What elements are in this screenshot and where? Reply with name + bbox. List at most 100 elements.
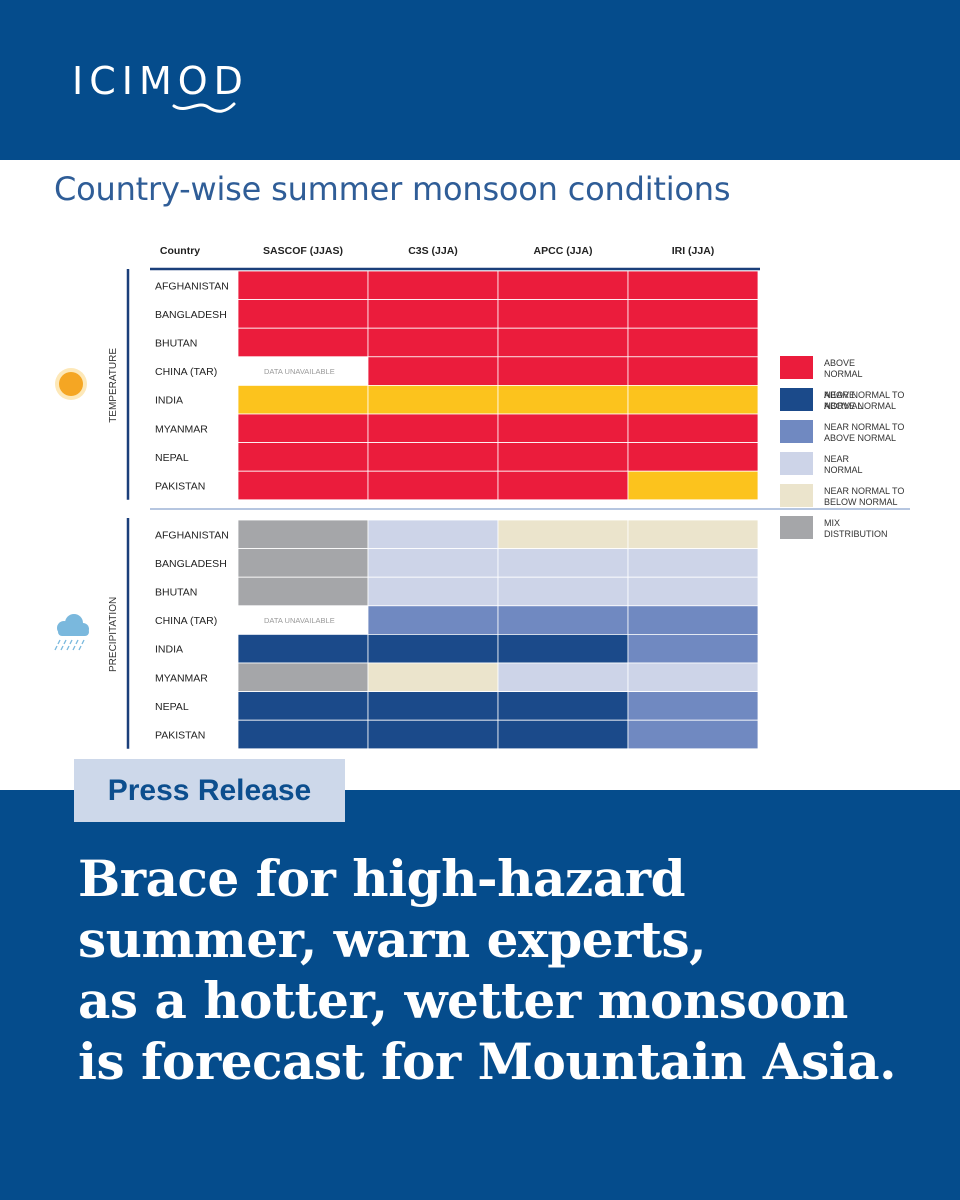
icimod-logo: ICIMOD xyxy=(72,56,249,116)
data-cell xyxy=(237,270,369,301)
data-cell xyxy=(627,691,759,721)
legend-swatch xyxy=(780,356,813,379)
data-cell xyxy=(497,662,629,693)
legend-label: ABOVE xyxy=(824,358,855,368)
data-cell xyxy=(367,576,499,607)
data-cell xyxy=(367,719,499,750)
data-cell xyxy=(497,691,629,721)
data-cell xyxy=(497,384,629,415)
legend-swatch xyxy=(780,516,813,539)
data-cell xyxy=(237,719,369,750)
rain-cloud-icon xyxy=(54,614,89,651)
data-cell xyxy=(627,270,759,301)
country-label: BANGLADESH xyxy=(155,558,227,570)
country-label: PAKISTAN xyxy=(155,481,205,493)
data-cell xyxy=(237,662,369,693)
cloud-base xyxy=(58,628,89,636)
data-cell xyxy=(367,605,499,635)
country-label: NEPAL xyxy=(155,452,189,464)
rain-drop xyxy=(75,639,79,645)
data-cell xyxy=(367,662,499,693)
country-label: BHUTAN xyxy=(155,338,197,350)
data-cell xyxy=(367,442,499,472)
rain-drop xyxy=(78,645,82,651)
data-cell xyxy=(627,576,759,607)
bottom-band xyxy=(0,790,960,1200)
monsoon-chart: Country SASCOF (JJAS) C3S (JJA) APCC (JJA) I… xyxy=(54,245,910,750)
section-label: TEMPERATURE xyxy=(108,348,119,423)
sun-disc xyxy=(59,372,83,396)
data-cell xyxy=(237,299,369,329)
data-cell xyxy=(237,384,369,415)
logo-wave-icon xyxy=(172,102,236,113)
data-cell xyxy=(367,413,499,444)
data-cell xyxy=(367,327,499,358)
data-cell xyxy=(367,299,499,329)
legend-label: NEAR NORMAL TO xyxy=(824,390,904,400)
column-header: C3S (JJA) xyxy=(408,245,458,257)
country-label: CHINA (TAR) xyxy=(155,366,217,378)
rain-drop xyxy=(69,639,73,645)
data-cell xyxy=(497,605,629,635)
data-cell xyxy=(237,576,369,607)
data-cell xyxy=(497,270,629,301)
data-cell xyxy=(497,634,629,664)
legend-label: ABOVE NORMAL xyxy=(824,401,896,411)
sun-icon xyxy=(55,368,87,400)
country-label: INDIA xyxy=(155,395,183,407)
headline-line: summer, warn experts, xyxy=(78,910,707,969)
chart-title: Country-wise summer monsoon conditions xyxy=(54,170,731,208)
data-cell xyxy=(237,519,369,550)
country-label: BANGLADESH xyxy=(155,309,227,321)
data-cell xyxy=(237,691,369,721)
data-cell xyxy=(497,519,629,550)
data-cell xyxy=(237,634,369,664)
unavailable-label: DATA UNAVAILABLE xyxy=(264,616,335,625)
country-label: PAKISTAN xyxy=(155,730,205,742)
headline: Brace for high-hazard summer, warn exper… xyxy=(78,848,918,1092)
column-header: SASCOF (JJAS) xyxy=(263,245,343,257)
rain-drop xyxy=(57,639,61,645)
data-cell xyxy=(367,470,499,501)
legend-label: NORMAL xyxy=(824,369,863,379)
data-cell xyxy=(497,548,629,578)
data-cell xyxy=(497,413,629,444)
country-label: BHUTAN xyxy=(155,587,197,599)
legend-label: NEAR NORMAL TO xyxy=(824,486,904,496)
legend-label: BELOW NORMAL xyxy=(824,497,898,507)
legend-swatch xyxy=(780,420,813,443)
data-cell xyxy=(627,299,759,329)
data-cell xyxy=(497,719,629,750)
legend-swatch xyxy=(780,388,813,411)
rain-drop xyxy=(72,645,76,651)
data-cell xyxy=(627,442,759,472)
country-label: INDIA xyxy=(155,644,183,656)
country-label: AFGHANISTAN xyxy=(155,529,229,541)
header-band xyxy=(0,0,960,160)
data-cell xyxy=(367,270,499,301)
data-cell xyxy=(237,442,369,472)
data-cell xyxy=(627,384,759,415)
rain-drop xyxy=(54,645,58,651)
column-header: IRI (JJA) xyxy=(672,245,715,257)
data-cell xyxy=(627,548,759,578)
country-label: AFGHANISTAN xyxy=(155,280,229,292)
headline-line: as a hotter, wetter monsoon xyxy=(78,971,848,1030)
data-cell xyxy=(497,576,629,607)
data-cell xyxy=(367,548,499,578)
press-release-tag: Press Release xyxy=(74,759,345,822)
data-cell xyxy=(627,356,759,386)
headline-line: is forecast for Mountain Asia. xyxy=(78,1032,897,1091)
country-label: NEPAL xyxy=(155,701,189,713)
data-cell xyxy=(237,413,369,444)
data-cell xyxy=(237,548,369,578)
column-header: APCC (JJA) xyxy=(534,245,593,257)
rain-drop xyxy=(81,639,85,645)
data-cell xyxy=(627,470,759,501)
column-header: Country xyxy=(160,245,200,257)
rain-drop xyxy=(66,645,70,651)
legend-label: NEAR NORMAL TO xyxy=(824,422,904,432)
data-cell xyxy=(497,356,629,386)
data-cell xyxy=(367,519,499,550)
data-cell xyxy=(627,662,759,693)
